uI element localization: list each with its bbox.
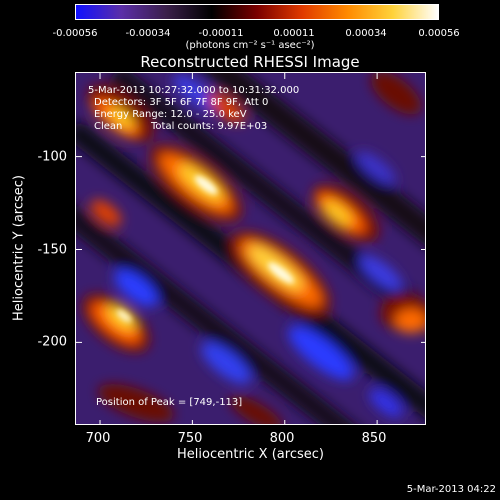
x-tick-label: 850 <box>361 431 387 446</box>
x-tick-label: 750 <box>177 431 203 446</box>
image-peaks <box>116 175 294 323</box>
x-tick-label: 700 <box>85 431 111 446</box>
x-tick-label: 800 <box>269 431 295 446</box>
detectors-annotation: Detectors: 3F 5F 6F 7F 8F 9F, Att 0 <box>94 97 269 108</box>
colorbar-tick: -0.00011 <box>198 28 244 39</box>
colorbar-tick: 0.00056 <box>418 28 460 39</box>
y-axis-label: Heliocentric Y (arcsec) <box>11 175 27 321</box>
colorbar-tick: -0.00034 <box>125 28 171 39</box>
colorbar-tick: 0.00034 <box>345 28 387 39</box>
colorbar <box>75 4 439 20</box>
rhessi-image-plot: 5-Mar-2013 10:27:32.000 to 10:31:32.000 … <box>75 72 426 425</box>
energy-range-annotation: Energy Range: 12.0 - 25.0 keV <box>94 109 247 120</box>
y-tick-label: -100 <box>37 149 67 165</box>
colorbar-units-label: (photons cm⁻² s⁻¹ asec⁻²) <box>185 40 315 51</box>
footer-date: 5-Mar-2013 04:22 <box>406 484 496 495</box>
clean-annotation: Clean <box>94 121 123 132</box>
y-tick-label: -200 <box>37 334 67 350</box>
y-tick-label: -150 <box>37 242 67 258</box>
peak-position-annotation: Position of Peak = [749,-113] <box>96 397 243 408</box>
x-axis-label: Heliocentric X (arcsec) <box>177 447 324 462</box>
colorbar-tick: -0.00056 <box>52 28 98 39</box>
time-range-annotation: 5-Mar-2013 10:27:32.000 to 10:31:32.000 <box>88 85 300 96</box>
colorbar-tick: 0.00011 <box>273 28 315 39</box>
rhessi-image-canvas <box>76 73 425 424</box>
image-texture <box>76 73 425 424</box>
total-counts-annotation: Total counts: 9.97E+03 <box>151 121 268 132</box>
image-title: Reconstructed RHESSI Image <box>140 53 360 71</box>
